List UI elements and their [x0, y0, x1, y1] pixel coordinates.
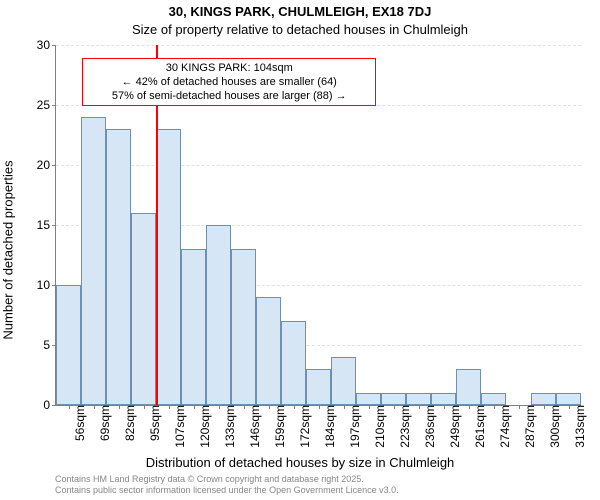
- y-axis-label: Number of detached properties: [1, 160, 16, 339]
- ytick-label: 10: [37, 278, 56, 292]
- xtick-mark: [544, 405, 545, 409]
- xtick-label: 210sqm: [373, 405, 387, 448]
- x-axis-label: Distribution of detached houses by size …: [0, 455, 600, 470]
- bar: [131, 213, 156, 405]
- footer-line-2: Contains public sector information licen…: [55, 485, 399, 496]
- xtick-mark: [269, 405, 270, 409]
- ytick-label: 25: [37, 98, 56, 112]
- bar: [206, 225, 231, 405]
- title-line-1: 30, KINGS PARK, CHULMLEIGH, EX18 7DJ: [169, 4, 432, 19]
- xtick-label: 313sqm: [573, 405, 587, 448]
- xtick-label: 172sqm: [298, 405, 312, 448]
- title-line-2: Size of property relative to detached ho…: [132, 22, 468, 37]
- xtick-label: 82sqm: [123, 405, 137, 441]
- gridline: [56, 165, 581, 166]
- xtick-label: 159sqm: [273, 405, 287, 448]
- xtick-mark: [144, 405, 145, 409]
- xtick-label: 69sqm: [98, 405, 112, 441]
- xtick-mark: [94, 405, 95, 409]
- bar: [531, 393, 556, 405]
- xtick-label: 95sqm: [148, 405, 162, 441]
- ytick-label: 0: [43, 398, 56, 412]
- xtick-mark: [219, 405, 220, 409]
- xtick-mark: [119, 405, 120, 409]
- bar: [106, 129, 131, 405]
- xtick-mark: [469, 405, 470, 409]
- bar: [481, 393, 506, 405]
- bar: [56, 285, 81, 405]
- bar: [281, 321, 306, 405]
- bar: [556, 393, 581, 405]
- xtick-mark: [369, 405, 370, 409]
- xtick-label: 249sqm: [448, 405, 462, 448]
- chart-title: 30, KINGS PARK, CHULMLEIGH, EX18 7DJ: [0, 4, 600, 19]
- bar: [381, 393, 406, 405]
- xtick-mark: [69, 405, 70, 409]
- bar: [356, 393, 381, 405]
- xtick-mark: [444, 405, 445, 409]
- xtick-label: 133sqm: [223, 405, 237, 448]
- ytick-label: 20: [37, 158, 56, 172]
- bar: [256, 297, 281, 405]
- xtick-label: 300sqm: [548, 405, 562, 448]
- bar: [456, 369, 481, 405]
- bar: [181, 249, 206, 405]
- gridline: [56, 45, 581, 46]
- xtick-mark: [494, 405, 495, 409]
- xtick-mark: [344, 405, 345, 409]
- xtick-label: 236sqm: [423, 405, 437, 448]
- xtick-mark: [244, 405, 245, 409]
- ytick-label: 15: [37, 218, 56, 232]
- xtick-mark: [394, 405, 395, 409]
- xtick-label: 223sqm: [398, 405, 412, 448]
- footer-attribution: Contains HM Land Registry data © Crown c…: [55, 474, 399, 496]
- xtick-label: 197sqm: [348, 405, 362, 448]
- bar: [431, 393, 456, 405]
- chart-container: 30, KINGS PARK, CHULMLEIGH, EX18 7DJ Siz…: [0, 0, 600, 500]
- callout-box: 30 KINGS PARK: 104sqm← 42% of detached h…: [82, 58, 376, 106]
- plot-area: 05101520253056sqm69sqm82sqm95sqm107sqm12…: [55, 45, 581, 406]
- xtick-mark: [319, 405, 320, 409]
- xtick-label: 184sqm: [323, 405, 337, 448]
- xtick-mark: [169, 405, 170, 409]
- ytick-label: 30: [37, 38, 56, 52]
- ytick-label: 5: [43, 338, 56, 352]
- xtick-mark: [569, 405, 570, 409]
- xtick-mark: [519, 405, 520, 409]
- xtick-mark: [194, 405, 195, 409]
- callout-line: 57% of semi-detached houses are larger (…: [87, 89, 371, 103]
- xtick-label: 107sqm: [173, 405, 187, 448]
- xtick-label: 120sqm: [198, 405, 212, 448]
- callout-line: ← 42% of detached houses are smaller (64…: [87, 75, 371, 89]
- xtick-label: 287sqm: [523, 405, 537, 448]
- xtick-label: 261sqm: [473, 405, 487, 448]
- callout-line: 30 KINGS PARK: 104sqm: [87, 61, 371, 75]
- bar: [231, 249, 256, 405]
- chart-subtitle: Size of property relative to detached ho…: [0, 22, 600, 37]
- footer-line-1: Contains HM Land Registry data © Crown c…: [55, 474, 399, 485]
- xtick-label: 56sqm: [73, 405, 87, 441]
- xtick-label: 146sqm: [248, 405, 262, 448]
- xtick-mark: [419, 405, 420, 409]
- bar: [156, 129, 181, 405]
- bar: [406, 393, 431, 405]
- xtick-mark: [294, 405, 295, 409]
- bar: [81, 117, 106, 405]
- bar: [306, 369, 331, 405]
- bar: [331, 357, 356, 405]
- xtick-label: 274sqm: [498, 405, 512, 448]
